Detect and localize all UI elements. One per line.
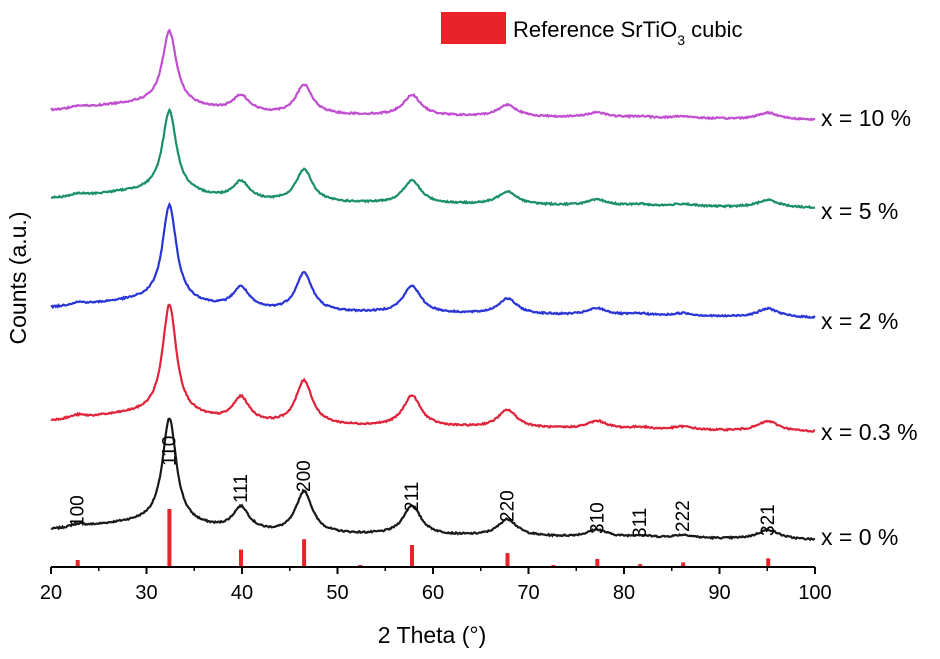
peak-label: 310 [587, 502, 608, 534]
series-line [50, 303, 816, 433]
x-tick-label: 70 [517, 582, 539, 604]
x-tick-label: 50 [326, 582, 348, 604]
reference-bar [239, 549, 243, 567]
series-line [50, 107, 816, 210]
series-line [50, 417, 816, 542]
x-tick-label: 60 [422, 582, 444, 604]
reference-bar [75, 560, 80, 567]
x-axis-title: 2 Theta (°) [378, 622, 487, 648]
series-line [50, 28, 816, 122]
x-tick-label: 30 [135, 582, 157, 604]
series-label: x = 5 % [821, 198, 898, 224]
reference-bar [410, 545, 414, 567]
peak-label: 220 [498, 490, 519, 522]
x-tick-label: 90 [708, 582, 730, 604]
legend-swatch [441, 12, 506, 44]
x-tick-label: 40 [231, 582, 253, 604]
x-axis: 20 30 40 50 60 70 80 90 100 [40, 566, 832, 604]
reference-bar [595, 558, 600, 567]
series-label: x = 10 % [821, 105, 911, 131]
series-label: x = 2 % [821, 308, 898, 334]
reference-bars [75, 509, 771, 567]
peak-labels: 100 110 111 200 211 220 310 311 222 321 [68, 436, 780, 538]
peak-label: 311 [630, 508, 651, 538]
peak-label: 211 [402, 482, 423, 512]
series-line [50, 201, 816, 320]
legend-label: Reference SrTiO3 cubic [513, 17, 743, 48]
series-labels: x = 0 % x = 0.3 % x = 2 % x = 5 % x = 10 % [821, 105, 918, 550]
legend: Reference SrTiO3 cubic [441, 12, 743, 48]
peak-label: 200 [294, 460, 315, 492]
reference-bar [638, 564, 643, 567]
peak-label: 110 [159, 436, 180, 466]
reference-bar [302, 539, 307, 567]
peak-label: 111 [231, 474, 252, 503]
y-axis-title: Counts (a.u.) [5, 212, 31, 345]
x-tick-label: 80 [613, 582, 635, 604]
series-label: x = 0.3 % [821, 419, 918, 445]
reference-bar [167, 509, 172, 567]
series-label: x = 0 % [821, 524, 898, 550]
plot-area [50, 28, 816, 542]
reference-bar [766, 558, 771, 567]
x-tick-label: 100 [798, 582, 831, 604]
reference-bar [681, 562, 686, 567]
reference-bar [505, 553, 510, 567]
peak-label: 100 [68, 495, 89, 527]
x-tick-label: 20 [40, 582, 62, 604]
peak-label: 222 [673, 500, 694, 532]
peak-label: 321 [758, 504, 779, 536]
